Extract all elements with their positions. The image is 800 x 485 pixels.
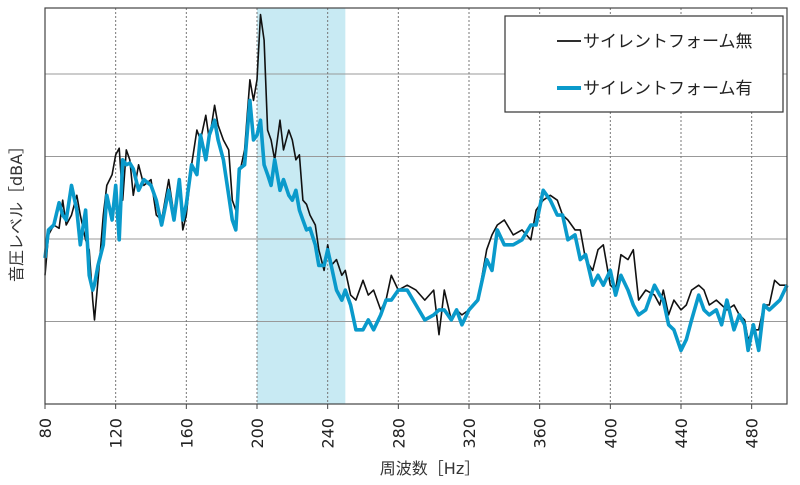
x-tick-labels: 80 120 160 200 240 280 320 360 400 440 480 [36,418,762,449]
highlight-band [257,8,346,404]
legend-box [504,15,784,113]
series-line-without-foam [44,13,787,341]
legend: サイレントフォーム無 サイレントフォーム有 [504,15,784,113]
legend-label-with-foam: サイレントフォーム有 [583,79,753,99]
x-tick-label: 120 [107,418,126,449]
plot-frame [44,7,788,405]
x-tick-label: 400 [601,418,620,449]
x-tick-label: 480 [743,418,762,449]
y-axis-label: 音圧レベル［dBA］ [7,138,26,282]
series-lines [43,13,789,353]
x-axis-label: 周波数［Hz］ [380,459,480,478]
x-tick-label: 200 [248,418,267,449]
x-tick-label: 440 [672,418,691,449]
x-tick-label: 160 [177,418,196,449]
legend-label-without-foam: サイレントフォーム無 [583,32,753,52]
x-tick-label: 360 [531,418,550,449]
x-tick-label: 80 [36,418,55,438]
series-line-with-foam [43,98,789,353]
x-tick-label: 320 [460,418,479,449]
x-tick-label: 280 [389,418,408,449]
x-tick-label: 240 [319,418,338,449]
